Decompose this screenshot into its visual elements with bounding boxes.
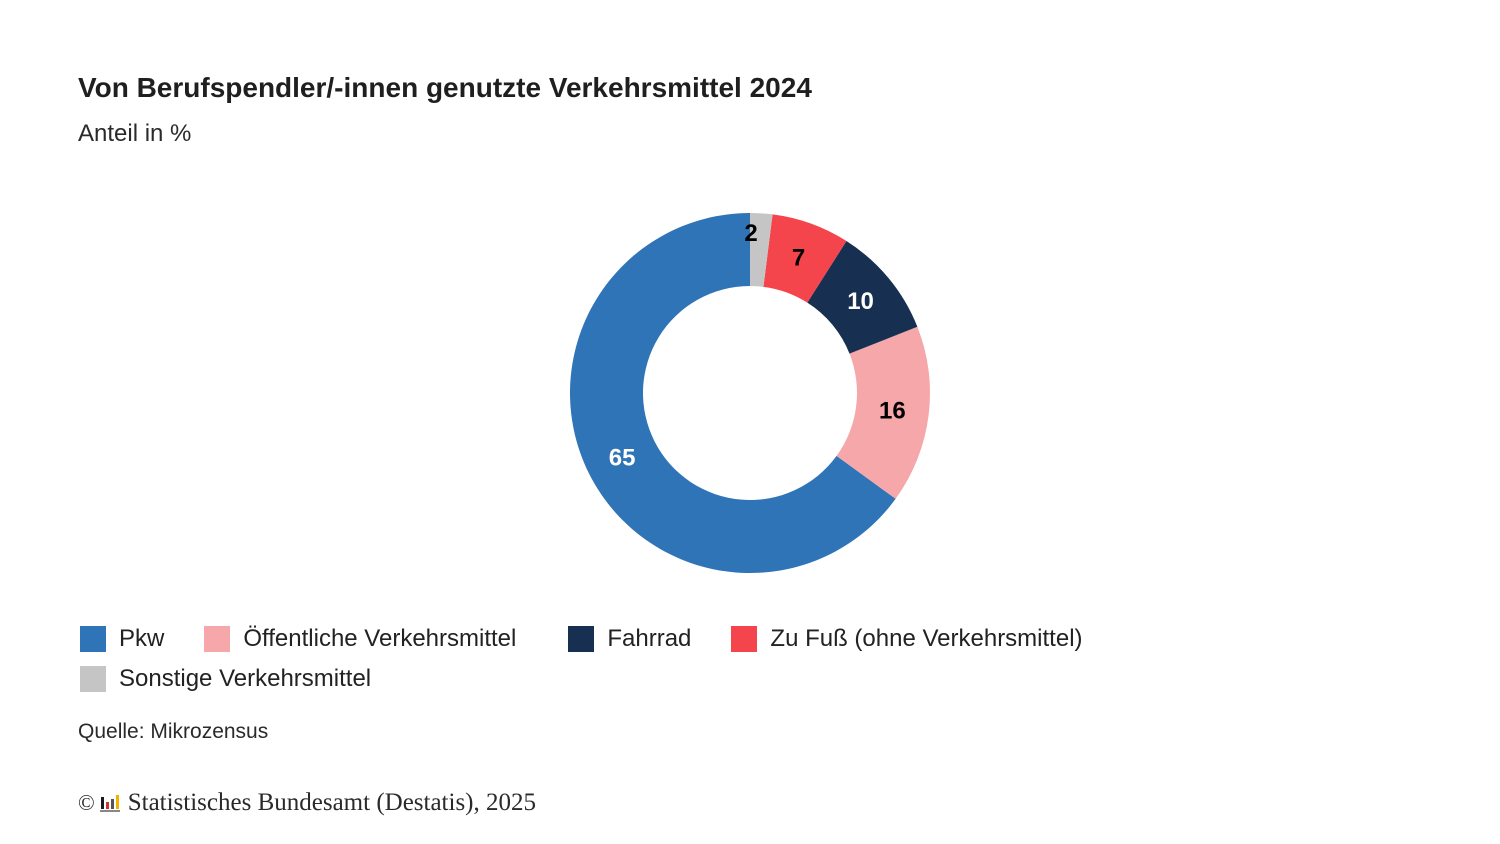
legend-swatch-zu-fuss <box>731 626 758 652</box>
legend-label-zu-fuss: Zu Fuß (ohne Verkehrsmittel) <box>770 625 1083 652</box>
legend-item-zu-fuss: Zu Fuß (ohne Verkehrsmittel) <box>731 625 1083 653</box>
copyright-symbol: © <box>78 790 95 815</box>
legend-label-sonstige: Sonstige Verkehrsmittel <box>119 665 372 692</box>
legend-swatch-fahrrad <box>568 626 595 652</box>
destatis-logo-icon <box>99 793 120 813</box>
chart-subtitle: Anteil in % <box>78 120 192 147</box>
data-label-oeffentliche: 16 <box>879 397 906 424</box>
donut-segment-zu-fuss <box>763 214 847 303</box>
legend-row-1: Pkw Öffentliche Verkehrsmittel Fahrrad Z… <box>80 620 1280 658</box>
copyright: © Statistisches Bundesamt (Destatis), 20… <box>78 789 536 817</box>
data-label-sonstige: 2 <box>744 220 757 247</box>
data-label-zu-fuss: 7 <box>792 244 805 271</box>
copyright-text: Statistisches Bundesamt (Destatis), 2025 <box>127 789 537 816</box>
donut-chart: 65 16 10 7 2 <box>570 213 930 573</box>
donut-segment-fahrrad <box>807 241 918 354</box>
legend-row-2: Sonstige Verkehrsmittel <box>80 660 1280 698</box>
chart-title: Von Berufspendler/-innen genutzte Verkeh… <box>78 72 812 103</box>
source-note: Quelle: Mikrozensus <box>78 720 269 743</box>
legend-item-oeffentliche: Öffentliche Verkehrsmittel <box>204 625 516 653</box>
legend-label-oeffentliche: Öffentliche Verkehrsmittel <box>243 625 517 652</box>
legend-swatch-sonstige <box>80 666 106 692</box>
legend-label-pkw: Pkw <box>119 625 165 652</box>
legend-swatch-oeffentliche <box>204 626 231 652</box>
legend-label-fahrrad: Fahrrad <box>607 625 692 652</box>
legend-item-sonstige: Sonstige Verkehrsmittel <box>80 665 371 693</box>
legend-swatch-pkw <box>80 626 106 652</box>
legend-item-pkw: Pkw <box>80 625 164 653</box>
donut-segment-oeffentliche <box>836 326 930 499</box>
legend: Pkw Öffentliche Verkehrsmittel Fahrrad Z… <box>80 620 1280 700</box>
donut-segment-pkw <box>570 213 896 573</box>
legend-item-fahrrad: Fahrrad <box>568 625 691 653</box>
donut-segment-sonstige <box>750 213 773 287</box>
data-label-fahrrad: 10 <box>847 288 874 315</box>
data-label-pkw: 65 <box>609 445 636 472</box>
